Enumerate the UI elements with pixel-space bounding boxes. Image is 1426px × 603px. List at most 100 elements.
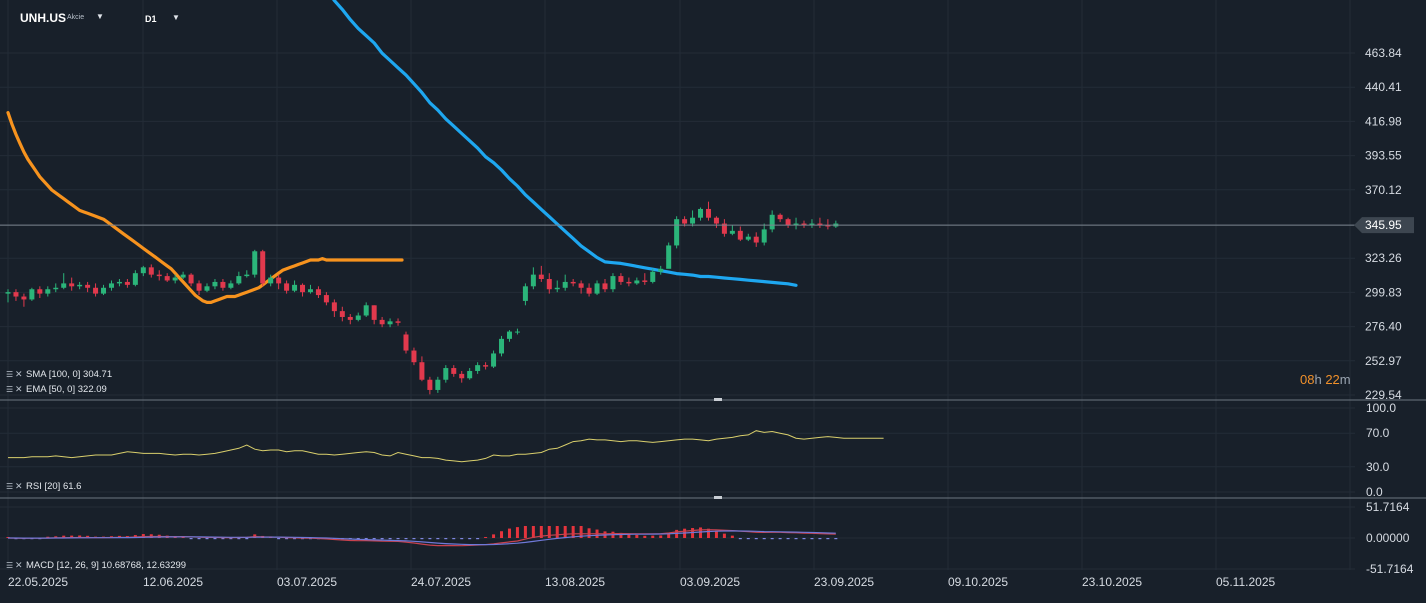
macd-histogram-bar: [46, 536, 50, 538]
candle-up: [204, 283, 210, 293]
candle-up: [793, 217, 799, 230]
close-icon[interactable]: ✕: [15, 481, 23, 491]
candle-body: [610, 276, 616, 290]
candle-down: [37, 286, 43, 298]
timeframe-label[interactable]: D1: [145, 14, 157, 24]
candle-down: [276, 274, 282, 290]
candle-body: [817, 223, 823, 226]
macd-histogram-bar: [579, 526, 583, 538]
macd-histogram-bar: [78, 535, 82, 538]
candle-body: [514, 331, 520, 333]
macd-histogram-bar: [293, 538, 297, 540]
close-icon[interactable]: ✕: [15, 560, 23, 570]
macd-histogram-bar: [738, 538, 742, 540]
price-axis-tick: 416.98: [1365, 114, 1402, 128]
candle-body: [546, 279, 552, 290]
candle-body: [45, 289, 51, 294]
candle-up: [634, 277, 640, 285]
macd-histogram-bar: [452, 538, 456, 540]
candle-body: [93, 287, 99, 294]
candle-body: [220, 281, 226, 288]
candle-up: [116, 279, 122, 287]
candle-body: [459, 373, 465, 379]
symbol-dropdown-icon[interactable]: ▼: [96, 12, 104, 21]
close-icon[interactable]: ✕: [15, 369, 23, 379]
macd-legend[interactable]: ☰ ✕ MACD [12, 26, 9] 10.68768, 12.63299: [6, 560, 186, 571]
candle-down: [538, 265, 544, 282]
sma-legend-value: 304.71: [83, 369, 113, 380]
macd-signal-line: [8, 530, 836, 546]
candle-body: [650, 271, 656, 282]
macd-line: [7, 529, 836, 547]
macd-histogram-bar: [420, 538, 424, 540]
candle-down: [93, 283, 99, 297]
rsi-legend[interactable]: ☰ ✕ RSI [20] 61.6: [6, 481, 81, 492]
settings-icon[interactable]: ☰: [6, 561, 14, 570]
candle-body: [276, 277, 282, 284]
candle-body: [451, 368, 457, 374]
candle-body: [578, 283, 584, 288]
close-icon[interactable]: ✕: [15, 384, 23, 394]
candle-body: [180, 274, 186, 278]
candle-up: [554, 280, 560, 293]
rsi-legend-value: 61.6: [62, 481, 82, 492]
candle-body: [737, 230, 743, 240]
macd-histogram-bar: [531, 526, 535, 538]
candle-down: [124, 279, 130, 288]
candle-down: [785, 217, 791, 228]
y-axis-labels: 463.84 440.41 416.98 393.55 370.12 323.26 299.…: [1365, 46, 1414, 576]
candle-down: [483, 362, 489, 370]
candle-body: [85, 284, 91, 288]
ema-legend-value: 322.09: [77, 384, 107, 395]
sma-legend[interactable]: ☰ ✕ SMA [100, 0] 304.71: [6, 369, 112, 380]
timeframe-dropdown-icon[interactable]: ▼: [172, 13, 180, 22]
candle-body: [244, 274, 250, 277]
macd-axis-tick: 0.00000: [1366, 531, 1410, 545]
price-axis-tick: 229.54: [1365, 388, 1402, 402]
macd-histogram-bar: [834, 538, 838, 540]
symbol-label[interactable]: UNH.US: [20, 11, 67, 25]
candle-down: [403, 331, 409, 354]
candle-body: [602, 283, 608, 290]
candle-up: [674, 216, 680, 249]
price-axis-tick: 323.26: [1365, 251, 1402, 265]
date-axis-tick: 23.09.2025: [814, 575, 874, 589]
candle-up: [101, 284, 107, 296]
candle-up: [514, 328, 520, 335]
price-axis-tick: 463.84: [1365, 46, 1402, 60]
pane-resize-handle: [714, 398, 722, 401]
macd-axis-tick: -51.7164: [1366, 562, 1414, 576]
ema-legend[interactable]: ☰ ✕ EMA [50, 0] 322.09: [6, 384, 107, 395]
macd-histogram-bar: [515, 527, 519, 538]
settings-icon[interactable]: ☰: [6, 482, 14, 491]
candle-body: [618, 276, 624, 282]
date-axis-tick: 24.07.2025: [411, 575, 471, 589]
candle-down: [188, 273, 194, 287]
candle-body: [323, 295, 329, 303]
macd-histogram-bar: [245, 538, 249, 540]
settings-icon[interactable]: ☰: [6, 370, 14, 379]
macd-histogram-bar: [547, 526, 551, 538]
candle-body: [475, 365, 481, 371]
candle-body: [698, 208, 704, 218]
macd-histogram-bar: [484, 536, 488, 538]
candle-body: [554, 287, 560, 290]
candle-up: [244, 270, 250, 278]
macd-histogram-bar: [778, 538, 782, 540]
candle-body: [538, 274, 544, 280]
candle-body: [21, 296, 27, 300]
macd-legend-label: MACD [12, 26, 9]: [26, 560, 99, 571]
current-price-label: 345.95: [1365, 218, 1402, 232]
candle-body: [634, 280, 640, 284]
candle-body: [315, 289, 321, 296]
candle-up: [650, 268, 656, 284]
candle-body: [411, 350, 417, 363]
macd-histogram-bar: [54, 536, 58, 538]
macd-histogram-bar: [356, 538, 360, 540]
candle-body: [666, 245, 672, 269]
date-axis-tick: 03.09.2025: [680, 575, 740, 589]
candle-body: [777, 214, 783, 220]
settings-icon[interactable]: ☰: [6, 385, 14, 394]
